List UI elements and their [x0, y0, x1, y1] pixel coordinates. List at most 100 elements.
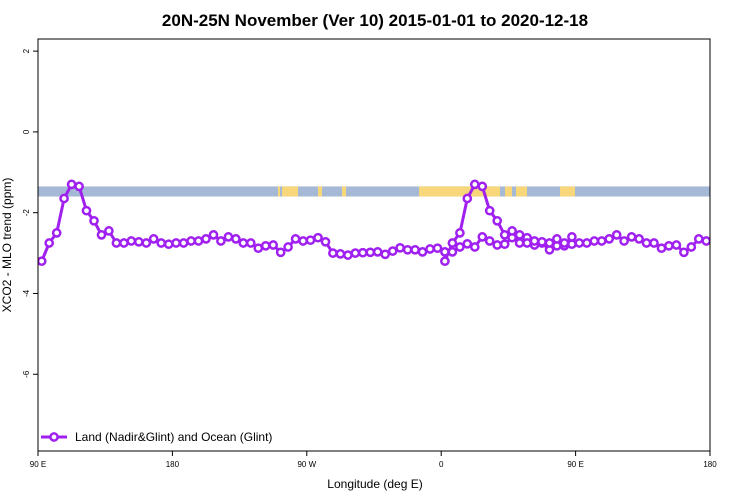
- data-point: [440, 247, 450, 257]
- data-point: [462, 193, 473, 204]
- data-point: [104, 226, 114, 236]
- data-point: [552, 234, 562, 244]
- data-point: [223, 232, 234, 242]
- y-axis: 2 0 -2 -4 -6: [22, 48, 38, 378]
- data-point: [201, 234, 211, 244]
- data-point: [477, 232, 488, 242]
- x-tick-label: 180: [166, 460, 180, 469]
- data-point: [402, 244, 413, 255]
- data-point: [38, 256, 47, 267]
- data-point: [343, 250, 353, 260]
- data-point: [148, 234, 159, 244]
- data-point: [671, 240, 682, 250]
- data-point: [492, 240, 503, 250]
- data-point: [44, 238, 55, 248]
- land-patch: [342, 186, 346, 197]
- data-point: [701, 236, 710, 246]
- x-tick-label: 180: [703, 460, 717, 469]
- x-tick-label: 0: [439, 460, 444, 469]
- data-point: [484, 236, 495, 246]
- data-point: [581, 238, 592, 248]
- y-tick-label: -6: [22, 370, 31, 378]
- data-point: [469, 179, 480, 190]
- data-point: [372, 247, 383, 257]
- data-point: [619, 236, 629, 246]
- data-point: [208, 230, 219, 240]
- legend-marker-swatch: [49, 432, 59, 442]
- data-point: [89, 215, 99, 226]
- data-point: [447, 238, 458, 248]
- data-point: [477, 181, 488, 192]
- data-point: [298, 236, 308, 246]
- data-point: [708, 237, 710, 244]
- data-point: [462, 238, 473, 249]
- land-patch: [516, 186, 527, 197]
- data-point: [74, 181, 84, 192]
- data-point: [245, 238, 256, 248]
- chart-title: 20N-25N November (Ver 10) 2015-01-01 to …: [162, 11, 588, 30]
- data-point: [686, 242, 697, 252]
- data-point: [432, 243, 443, 254]
- x-axis: 90 E 180 90 W 0 90 E 180: [30, 451, 717, 469]
- data-point: [589, 236, 600, 246]
- data-point: [163, 239, 174, 250]
- data-point: [544, 238, 555, 248]
- y-tick-label: 2: [22, 48, 31, 53]
- data-point: [559, 238, 570, 248]
- data-point: [387, 246, 398, 256]
- data-point: [380, 249, 391, 260]
- data-point: [664, 240, 674, 251]
- data-point: [156, 238, 167, 248]
- data-point: [119, 238, 129, 248]
- data-point: [514, 238, 525, 248]
- data-point: [141, 238, 152, 248]
- land-patch: [278, 186, 280, 197]
- data-point: [66, 179, 77, 190]
- data-point: [350, 248, 361, 258]
- land-patch: [505, 186, 512, 197]
- y-tick-label: 0: [22, 129, 31, 134]
- data-point: [455, 242, 465, 252]
- data-point: [484, 205, 495, 216]
- data-point: [492, 215, 503, 226]
- data-point: [596, 236, 607, 246]
- series-point-layer: [38, 179, 710, 267]
- data-point: [522, 238, 532, 248]
- data-point: [59, 193, 69, 204]
- data-point: [693, 234, 704, 244]
- data-point: [111, 238, 122, 248]
- data-point: [216, 236, 226, 246]
- data-point: [51, 228, 62, 238]
- ocean-band: [38, 186, 710, 197]
- x-tick-label: 90 W: [297, 460, 316, 469]
- legend: Land (Nadir&Glint) and Ocean (Glint): [41, 430, 272, 444]
- plot-frame: [37, 38, 711, 452]
- data-point: [290, 234, 301, 244]
- data-point: [447, 247, 458, 257]
- data-point: [529, 236, 540, 246]
- data-point: [537, 236, 547, 247]
- data-point: [604, 234, 615, 244]
- data-point: [626, 232, 637, 242]
- data-point: [514, 230, 525, 240]
- y-tick-label: -4: [22, 289, 31, 297]
- data-point: [275, 247, 286, 258]
- data-point: [574, 238, 585, 248]
- data-point: [656, 243, 667, 254]
- data-point: [425, 244, 435, 254]
- land-patch: [282, 186, 298, 197]
- data-point: [313, 232, 323, 243]
- data-point: [567, 239, 577, 250]
- data-point: [499, 239, 510, 250]
- data-point: [679, 247, 689, 258]
- data-point: [649, 238, 659, 248]
- data-point: [365, 247, 376, 258]
- legend-entry-label: Land (Nadir&Glint) and Ocean (Glint): [75, 430, 272, 444]
- land-patch: [318, 186, 322, 197]
- data-point: [357, 247, 368, 258]
- data-point: [611, 230, 622, 240]
- data-point: [507, 226, 517, 236]
- data-point: [410, 244, 420, 255]
- y-axis-label: XCO2 - MLO trend (ppm): [0, 178, 14, 313]
- data-point: [96, 230, 107, 240]
